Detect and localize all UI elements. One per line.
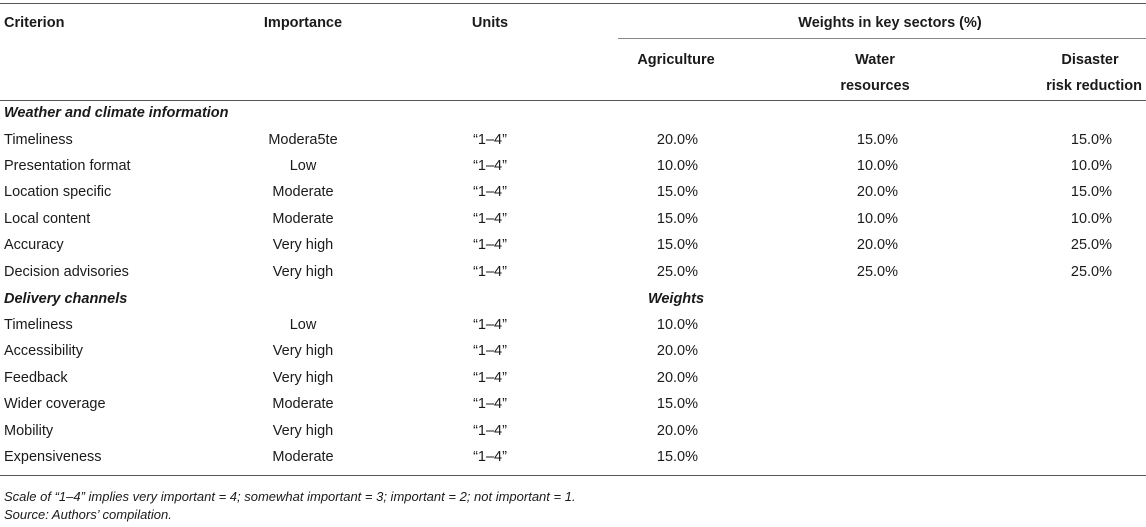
row-units: “1–4” bbox=[473, 211, 507, 227]
row-importance: Very high bbox=[272, 423, 334, 439]
row-units: “1–4” bbox=[473, 343, 507, 359]
header-agriculture: Agriculture bbox=[637, 52, 715, 68]
row-criterion: Decision advisories bbox=[4, 264, 129, 280]
row-drr: 25.0% bbox=[1070, 237, 1112, 253]
header-water: Water bbox=[855, 52, 895, 68]
row-units: “1–4” bbox=[473, 132, 507, 148]
row-agriculture: 25.0% bbox=[656, 264, 698, 280]
row-units: “1–4” bbox=[473, 317, 507, 333]
row-units: “1–4” bbox=[473, 237, 507, 253]
row-drr: 10.0% bbox=[1070, 158, 1112, 174]
header-importance: Importance bbox=[263, 15, 343, 31]
header-water-2: resources bbox=[840, 78, 910, 94]
row-agriculture: 15.0% bbox=[656, 184, 698, 200]
weights-group-rule bbox=[618, 38, 1146, 39]
row-criterion: Accessibility bbox=[4, 343, 83, 359]
row-weight: 15.0% bbox=[656, 449, 698, 465]
row-weight: 15.0% bbox=[656, 396, 698, 412]
row-importance: Modera5te bbox=[268, 132, 338, 148]
row-water: 25.0% bbox=[856, 264, 898, 280]
header-rule bbox=[0, 100, 1146, 101]
row-criterion: Timeliness bbox=[4, 132, 73, 148]
row-drr: 25.0% bbox=[1070, 264, 1112, 280]
row-weight: 20.0% bbox=[656, 343, 698, 359]
row-importance: Low bbox=[289, 158, 317, 174]
row-drr: 15.0% bbox=[1070, 184, 1112, 200]
row-units: “1–4” bbox=[473, 449, 507, 465]
row-criterion: Feedback bbox=[4, 370, 68, 386]
row-criterion: Timeliness bbox=[4, 317, 73, 333]
row-criterion: Presentation format bbox=[4, 158, 131, 174]
row-criterion: Expensiveness bbox=[4, 449, 102, 465]
row-agriculture: 10.0% bbox=[656, 158, 698, 174]
row-water: 10.0% bbox=[856, 211, 898, 227]
header-units: Units bbox=[471, 15, 509, 31]
header-disaster: Disaster bbox=[1061, 52, 1119, 68]
row-units: “1–4” bbox=[473, 423, 507, 439]
row-importance: Very high bbox=[272, 370, 334, 386]
section-title-delivery: Delivery channels bbox=[4, 291, 128, 307]
row-importance: Very high bbox=[272, 343, 334, 359]
row-weight: 10.0% bbox=[656, 317, 698, 333]
row-units: “1–4” bbox=[473, 370, 507, 386]
row-importance: Very high bbox=[272, 264, 334, 280]
row-drr: 10.0% bbox=[1070, 211, 1112, 227]
row-weight: 20.0% bbox=[656, 423, 698, 439]
row-criterion: Accuracy bbox=[4, 237, 64, 253]
header-criterion: Criterion bbox=[4, 15, 65, 31]
row-criterion: Mobility bbox=[4, 423, 54, 439]
header-weights-group: Weights in key sectors (%) bbox=[798, 15, 982, 31]
top-rule bbox=[0, 3, 1146, 4]
row-criterion: Location specific bbox=[4, 184, 112, 200]
row-units: “1–4” bbox=[473, 184, 507, 200]
row-agriculture: 15.0% bbox=[656, 237, 698, 253]
section-title-weather: Weather and climate information bbox=[4, 105, 229, 121]
bottom-rule bbox=[0, 475, 1146, 476]
row-water: 10.0% bbox=[856, 158, 898, 174]
scale-footnote: Scale of “1–4” implies very important = … bbox=[4, 489, 576, 504]
row-criterion: Wider coverage bbox=[4, 396, 106, 412]
row-importance: Moderate bbox=[272, 184, 334, 200]
row-weight: 20.0% bbox=[656, 370, 698, 386]
row-importance: Moderate bbox=[272, 396, 334, 412]
header-disaster-2: risk reduction bbox=[1046, 78, 1142, 94]
row-water: 15.0% bbox=[856, 132, 898, 148]
row-water: 20.0% bbox=[856, 184, 898, 200]
row-importance: Very high bbox=[272, 237, 334, 253]
row-importance: Low bbox=[289, 317, 317, 333]
row-importance: Moderate bbox=[272, 211, 334, 227]
row-units: “1–4” bbox=[473, 264, 507, 280]
row-criterion: Local content bbox=[4, 211, 91, 227]
section-weights-label: Weights bbox=[647, 291, 705, 307]
row-agriculture: 20.0% bbox=[656, 132, 698, 148]
row-importance: Moderate bbox=[272, 449, 334, 465]
row-units: “1–4” bbox=[473, 396, 507, 412]
source-footnote: Source: Authors’ compilation. bbox=[4, 507, 172, 522]
row-drr: 15.0% bbox=[1070, 132, 1112, 148]
row-water: 20.0% bbox=[856, 237, 898, 253]
row-agriculture: 15.0% bbox=[656, 211, 698, 227]
row-units: “1–4” bbox=[473, 158, 507, 174]
